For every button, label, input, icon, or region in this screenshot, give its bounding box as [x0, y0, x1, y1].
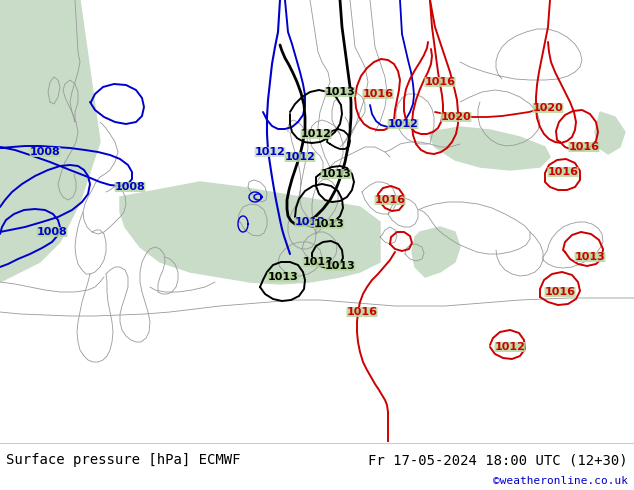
- Text: 1013: 1013: [321, 169, 351, 179]
- Text: 1013: 1013: [325, 261, 356, 271]
- Polygon shape: [0, 0, 100, 282]
- Text: 1020: 1020: [441, 112, 471, 122]
- Text: 1020: 1020: [533, 103, 564, 113]
- Text: 1013: 1013: [268, 272, 299, 282]
- Text: 1012: 1012: [301, 129, 332, 139]
- Text: Surface pressure [hPa] ECMWF: Surface pressure [hPa] ECMWF: [6, 453, 240, 467]
- Text: 1013: 1013: [314, 219, 344, 229]
- Text: 1016: 1016: [545, 287, 576, 297]
- Text: 1012: 1012: [387, 119, 418, 129]
- Text: 1012: 1012: [295, 217, 325, 227]
- Polygon shape: [120, 182, 380, 284]
- Text: 1008: 1008: [115, 182, 145, 192]
- Text: 1013: 1013: [325, 87, 356, 97]
- Text: Fr 17-05-2024 18:00 UTC (12+30): Fr 17-05-2024 18:00 UTC (12+30): [368, 453, 628, 467]
- Text: 1012: 1012: [285, 152, 316, 162]
- Text: 1016: 1016: [375, 195, 406, 205]
- Text: 1008: 1008: [37, 227, 67, 237]
- Polygon shape: [430, 127, 550, 170]
- Text: 1008: 1008: [30, 147, 60, 157]
- Text: 1012: 1012: [255, 147, 285, 157]
- Text: 1016: 1016: [548, 167, 578, 177]
- Polygon shape: [595, 112, 625, 154]
- Text: 1013: 1013: [302, 257, 333, 267]
- Text: 1016: 1016: [569, 142, 600, 152]
- Text: 1016: 1016: [347, 307, 377, 317]
- Text: 1016: 1016: [363, 89, 394, 99]
- Text: 1013: 1013: [574, 252, 605, 262]
- Text: ©weatheronline.co.uk: ©weatheronline.co.uk: [493, 476, 628, 487]
- Text: 1016: 1016: [425, 77, 455, 87]
- Polygon shape: [412, 227, 460, 277]
- Text: 1012: 1012: [495, 342, 526, 352]
